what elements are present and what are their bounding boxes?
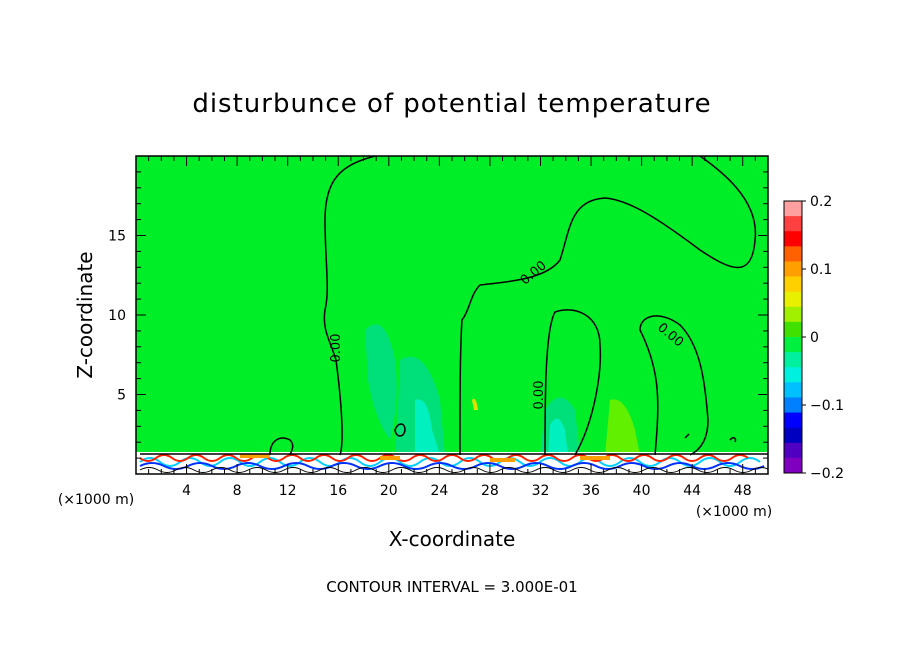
contours <box>269 156 757 456</box>
y-tick-label: 10 <box>108 308 126 324</box>
colorbar-swatch <box>784 337 802 353</box>
colorbar-tick-label: −0.2 <box>810 466 844 482</box>
colorbar-swatch <box>784 261 802 278</box>
colorbar-swatch <box>784 367 802 383</box>
colorbar-swatch <box>784 321 802 338</box>
colorbar-swatch <box>784 246 802 262</box>
colorbar-swatch <box>784 291 802 308</box>
colorbar-tick-label: 0.2 <box>810 194 832 210</box>
x-axis-label: X-coordinate <box>389 527 516 551</box>
colorbar-swatch <box>784 352 802 368</box>
colorbar-swatch <box>784 412 802 429</box>
colorbar-swatch <box>784 442 802 459</box>
colorbar-swatch <box>784 231 802 247</box>
colorbar <box>784 201 802 474</box>
colorbar-swatch <box>784 457 802 474</box>
x-tick-labels: 4 8 12 16 20 24 28 32 36 40 44 48 <box>182 483 752 499</box>
x-tick-label: 44 <box>683 483 701 499</box>
colorbar-swatch <box>784 397 802 414</box>
colorbar-swatch <box>784 276 802 293</box>
x-tick-label: 48 <box>734 483 752 499</box>
plot-area: 0.00 0.00 0.00 0.00 <box>136 156 768 474</box>
plume-7 <box>472 398 478 410</box>
plot-background <box>136 156 768 474</box>
colorbar-tick-label: 0.1 <box>810 262 832 278</box>
plume-6 <box>605 399 640 455</box>
colorbar-swatch <box>784 306 802 323</box>
x-tick-label: 16 <box>329 483 347 499</box>
chart-title: disturbunce of potential temperature <box>192 89 711 119</box>
y-axis-label: Z-coordinate <box>73 251 97 378</box>
colorbar-swatch <box>784 427 802 444</box>
x-tick-label: 4 <box>182 483 191 499</box>
colorbar-tick-label: −0.1 <box>810 398 844 414</box>
x-tick-label: 20 <box>380 483 398 499</box>
plume-3 <box>415 399 440 455</box>
x-tick-label: 32 <box>532 483 550 499</box>
contour-label-1: 0.00 <box>329 334 344 363</box>
colorbar-tick-labels: 0.2 0.1 0 −0.1 −0.2 <box>802 194 844 482</box>
surface-noise <box>139 453 768 473</box>
x-tick-label: 24 <box>430 483 448 499</box>
plume-5 <box>548 418 568 455</box>
colorbar-swatch <box>784 216 802 232</box>
x-tick-label: 8 <box>233 483 242 499</box>
contour-label-3: 0.00 <box>532 381 547 410</box>
x-unit-right: (×1000 m) <box>696 504 772 520</box>
colorbar-swatch <box>784 201 802 217</box>
contour-interval-note: CONTOUR INTERVAL = 3.000E-01 <box>326 578 577 596</box>
colorbar-tick-label: 0 <box>810 330 819 346</box>
x-tick-label: 12 <box>279 483 297 499</box>
plume-1 <box>365 324 397 440</box>
x-unit-left: (×1000 m) <box>58 492 134 508</box>
x-tick-label: 36 <box>582 483 600 499</box>
y-tick-labels: 5 10 15 <box>108 229 126 404</box>
axis-ticks <box>136 156 768 474</box>
x-tick-label: 40 <box>633 483 651 499</box>
y-tick-label: 5 <box>117 388 126 404</box>
colorbar-swatch <box>784 382 802 398</box>
y-tick-label: 15 <box>108 229 126 245</box>
x-tick-label: 28 <box>481 483 499 499</box>
